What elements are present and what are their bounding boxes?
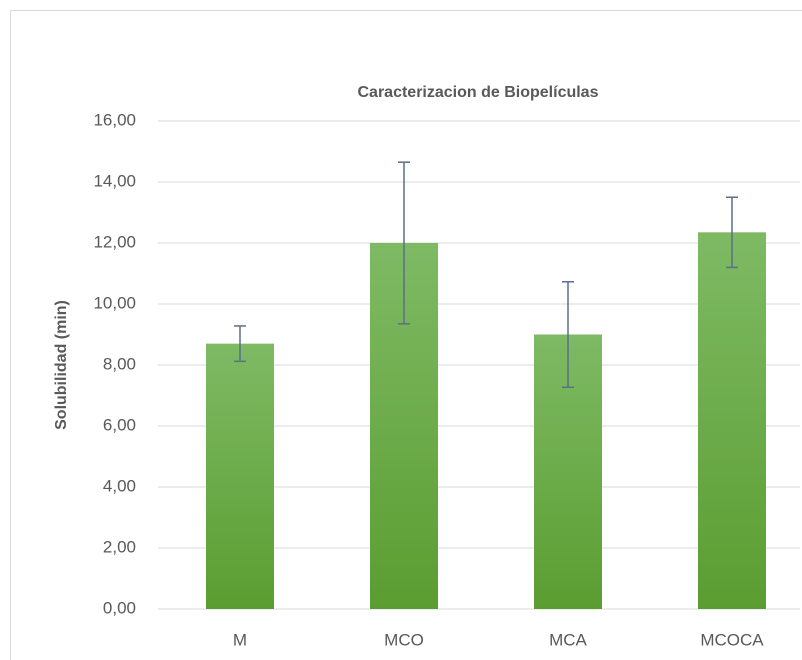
error-bar — [726, 196, 738, 269]
x-tick-label: MCOCA — [700, 630, 764, 649]
error-bar — [562, 280, 574, 389]
y-tick-label: 8,00 — [103, 354, 136, 373]
chart-border — [10, 10, 802, 660]
chart-title: Caracterizacion de Biopelículas — [358, 84, 599, 101]
y-tick-label: 2,00 — [103, 537, 136, 556]
y-axis-label: Solubilidad (min) — [53, 300, 70, 430]
y-tick-label: 0,00 — [103, 598, 136, 617]
y-tick-label: 6,00 — [103, 415, 136, 434]
y-tick-label: 12,00 — [93, 232, 136, 251]
x-tick-label: M — [233, 630, 247, 649]
x-tick-label: MCA — [549, 630, 587, 649]
bar — [206, 343, 274, 609]
error-bar — [234, 325, 246, 363]
y-tick-label: 10,00 — [93, 293, 136, 312]
y-tick-label: 4,00 — [103, 476, 136, 495]
bar — [698, 232, 766, 609]
y-tick-label: 14,00 — [93, 171, 136, 190]
y-tick-label: 16,00 — [93, 110, 136, 129]
x-tick-label: MCO — [384, 630, 424, 649]
error-bar — [398, 161, 410, 325]
